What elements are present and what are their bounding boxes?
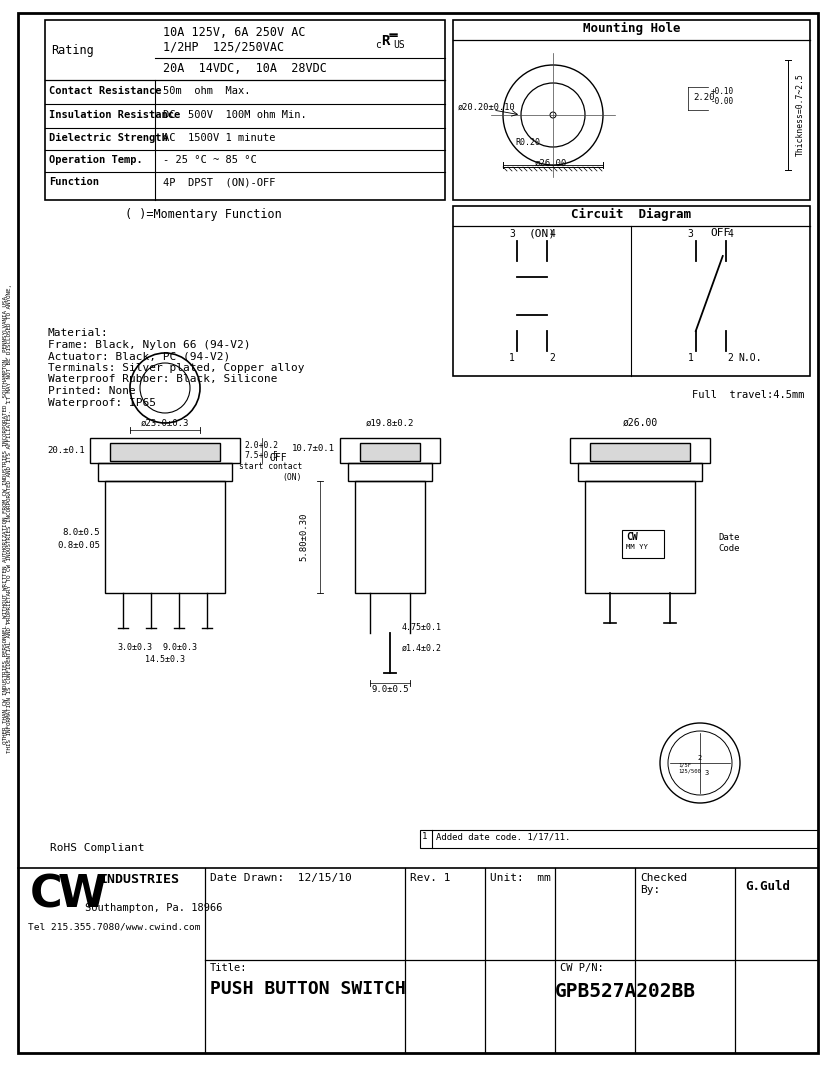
Text: ø20.20±0.10: ø20.20±0.10 <box>457 103 515 111</box>
Text: 1: 1 <box>687 354 693 363</box>
Bar <box>419 830 817 848</box>
Text: OFF: OFF <box>710 227 730 238</box>
Bar <box>347 464 432 481</box>
Bar <box>105 481 225 593</box>
Bar <box>585 481 694 593</box>
Text: 4P  DPST  (ON)-OFF: 4P DPST (ON)-OFF <box>163 177 275 187</box>
Text: Full  travel:4.5mm: Full travel:4.5mm <box>691 390 804 400</box>
Text: 2: 2 <box>697 755 701 761</box>
Bar <box>340 438 439 464</box>
Text: GPB527A202BB: GPB527A202BB <box>554 983 696 1002</box>
Bar <box>355 481 424 593</box>
Bar <box>621 530 663 557</box>
Text: 20A  14VDC,  10A  28VDC: 20A 14VDC, 10A 28VDC <box>163 62 327 75</box>
Text: ø1.4±0.2: ø1.4±0.2 <box>402 644 442 653</box>
Text: MM YY: MM YY <box>625 544 647 550</box>
Bar <box>90 438 240 464</box>
Text: DC  500V  100M ohm Min.: DC 500V 100M ohm Min. <box>163 110 306 120</box>
Text: 9.0±0.3: 9.0±0.3 <box>162 643 198 651</box>
Bar <box>452 206 809 376</box>
Text: G.Guld: G.Guld <box>744 880 789 893</box>
Text: Unit:  mm: Unit: mm <box>490 873 550 883</box>
Text: Tel 215.355.7080/www.cwind.com: Tel 215.355.7080/www.cwind.com <box>28 923 200 932</box>
Text: Insulation Resistance: Insulation Resistance <box>49 110 180 120</box>
Text: Contact Resistance: Contact Resistance <box>49 87 161 96</box>
Text: Added date code. 1/17/11.: Added date code. 1/17/11. <box>436 832 570 841</box>
Text: 10.7±0.1: 10.7±0.1 <box>292 443 335 453</box>
Text: Date
Code: Date Code <box>717 533 739 553</box>
Text: ( )=Momentary Function: ( )=Momentary Function <box>125 208 281 221</box>
Text: 1: 1 <box>422 832 427 841</box>
Bar <box>590 443 689 461</box>
Text: 4: 4 <box>727 229 733 239</box>
Text: (ON): (ON) <box>528 227 555 238</box>
Text: OTHER THAN CW INDUSTRIES PERSONNEL, WITHOUT WRITTEN AUTHORIZATION FROM CW INDUST: OTHER THAN CW INDUSTRIES PERSONNEL, WITH… <box>3 293 8 743</box>
Bar <box>452 20 809 200</box>
Text: OFF: OFF <box>270 453 287 464</box>
Text: C: C <box>30 873 63 916</box>
Text: 0.8±0.05: 0.8±0.05 <box>57 540 100 550</box>
Text: Material:
Frame: Black, Nylon 66 (94-V2)
Actuator: Black, PC (94-V2)
Terminals: : Material: Frame: Black, Nylon 66 (94-V2)… <box>48 328 304 408</box>
Text: 14.5±0.3: 14.5±0.3 <box>145 655 184 664</box>
Text: Dielectric Strength: Dielectric Strength <box>49 134 168 143</box>
Text: ø26.00: ø26.00 <box>534 158 566 168</box>
Text: R̿: R̿ <box>380 34 397 48</box>
Text: Function: Function <box>49 177 99 187</box>
Bar <box>360 443 419 461</box>
Text: 3: 3 <box>509 229 514 239</box>
Text: Rating: Rating <box>51 44 93 57</box>
Text: 7.5+0.5: 7.5+0.5 <box>244 451 278 460</box>
Text: CW: CW <box>625 532 637 541</box>
Text: 4.75±0.1: 4.75±0.1 <box>402 624 442 632</box>
Text: US: US <box>393 40 404 50</box>
Text: THIS INFORMATION IS CONFIDENTIAL AND PROPRIETARY TO CW INDUSTRIES INCORPORATED A: THIS INFORMATION IS CONFIDENTIAL AND PRO… <box>7 283 12 753</box>
Text: Checked
By:: Checked By: <box>639 873 686 895</box>
Text: -0.00: -0.00 <box>710 96 734 106</box>
Text: 20.±0.1: 20.±0.1 <box>47 446 85 455</box>
Text: - 25 °C ~ 85 °C: - 25 °C ~ 85 °C <box>163 155 256 164</box>
Text: 3: 3 <box>687 229 693 239</box>
Text: 9.0±0.5: 9.0±0.5 <box>370 685 409 694</box>
Bar <box>98 464 232 481</box>
Text: 3: 3 <box>704 770 709 776</box>
Text: c: c <box>375 40 380 50</box>
Bar <box>110 443 220 461</box>
Text: 1/5F
125/500: 1/5F 125/500 <box>677 763 700 773</box>
Text: 4: 4 <box>548 229 555 239</box>
Text: PUSH BUTTON SWITCH: PUSH BUTTON SWITCH <box>210 980 405 999</box>
Bar <box>569 438 709 464</box>
Text: 2.20: 2.20 <box>692 93 714 101</box>
Text: 50m  ohm  Max.: 50m ohm Max. <box>163 87 251 96</box>
Text: R0.20: R0.20 <box>514 138 539 146</box>
Text: Thickness=0.7~2.5: Thickness=0.7~2.5 <box>795 74 804 156</box>
Text: 10A 125V, 6A 250V AC: 10A 125V, 6A 250V AC <box>163 26 305 40</box>
Text: 2: 2 <box>548 354 555 363</box>
Text: 5.80±0.30: 5.80±0.30 <box>299 513 308 561</box>
Text: Mounting Hole: Mounting Hole <box>582 22 680 35</box>
Text: N.O.: N.O. <box>738 354 762 363</box>
Text: 1/2HP  125/250VAC: 1/2HP 125/250VAC <box>163 40 284 53</box>
Bar <box>577 464 701 481</box>
Text: ø23.0±0.3: ø23.0±0.3 <box>141 419 189 428</box>
Text: Rev. 1: Rev. 1 <box>409 873 450 883</box>
Text: 2.0+0.2: 2.0+0.2 <box>244 441 278 450</box>
Text: Date Drawn:  12/15/10: Date Drawn: 12/15/10 <box>210 873 351 883</box>
Text: +0.10: +0.10 <box>710 87 734 95</box>
Text: Operation Temp.: Operation Temp. <box>49 155 142 166</box>
Text: 8.0±0.5: 8.0±0.5 <box>62 528 100 536</box>
Text: RoHS Compliant: RoHS Compliant <box>50 843 145 853</box>
Text: start contact
(ON): start contact (ON) <box>238 462 302 482</box>
Text: CW P/N:: CW P/N: <box>559 963 603 974</box>
Text: 1: 1 <box>509 354 514 363</box>
Text: Southampton, Pa. 18966: Southampton, Pa. 18966 <box>85 904 222 913</box>
Text: ø19.8±0.2: ø19.8±0.2 <box>366 419 414 428</box>
Bar <box>45 20 444 200</box>
Text: W: W <box>58 873 107 916</box>
Text: Circuit  Diagram: Circuit Diagram <box>571 208 691 221</box>
Text: 3.0±0.3: 3.0±0.3 <box>117 643 152 651</box>
Text: 2: 2 <box>727 354 733 363</box>
Text: ø26.00: ø26.00 <box>622 418 657 428</box>
Text: AC  1500V 1 minute: AC 1500V 1 minute <box>163 134 275 143</box>
Text: INDUSTRIES: INDUSTRIES <box>100 873 179 886</box>
Text: Title:: Title: <box>210 963 247 974</box>
